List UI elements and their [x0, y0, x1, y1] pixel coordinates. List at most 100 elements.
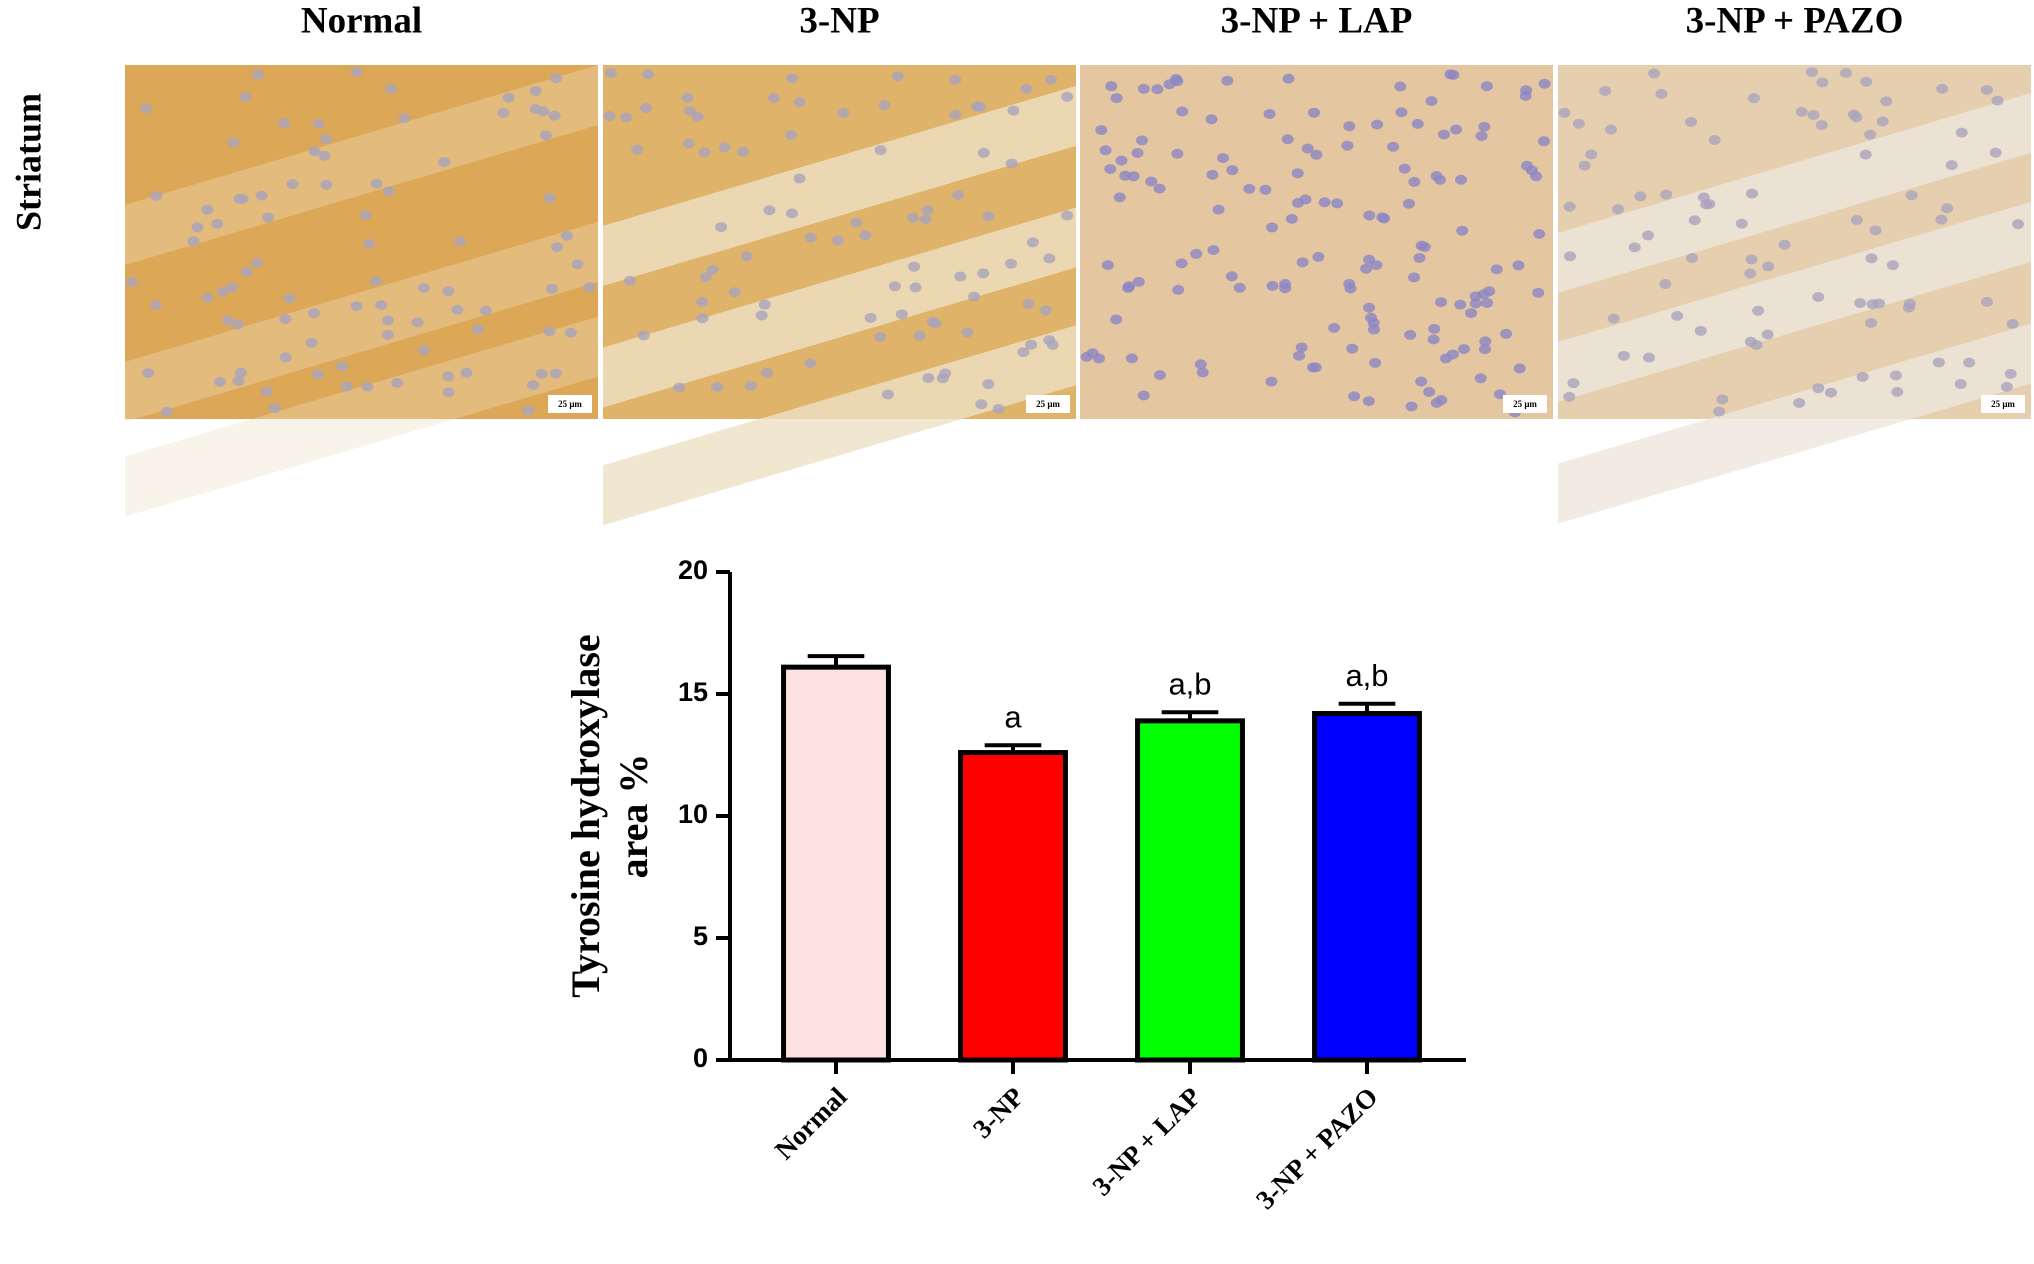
nucleus: [255, 190, 268, 201]
nucleus: [683, 105, 696, 116]
y-tick-label: 0: [693, 1043, 708, 1073]
nucleus: [232, 376, 245, 387]
nucleus: [305, 337, 318, 348]
nucleus: [1815, 120, 1828, 131]
nucleus: [954, 271, 967, 282]
nucleus: [417, 282, 430, 293]
nucleus: [545, 283, 558, 294]
nucleus: [785, 208, 798, 219]
nucleus: [1955, 127, 1968, 138]
nucleus: [320, 179, 333, 190]
nucleus: [1932, 357, 1945, 368]
nucleus: [560, 230, 573, 241]
nucleus: [359, 210, 372, 221]
micrograph: 25 μm: [1080, 65, 1553, 419]
nucleus: [1479, 336, 1492, 347]
nucleus: [1513, 363, 1526, 374]
fiber-bundle: [1558, 92, 2031, 293]
nucleus: [1599, 86, 1612, 97]
nucleus: [804, 358, 817, 369]
nucleus: [239, 92, 252, 103]
nucleus: [718, 142, 731, 153]
nucleus: [1110, 93, 1123, 104]
nucleus: [973, 101, 986, 112]
nucleus: [1205, 114, 1218, 125]
nucleus: [1282, 73, 1295, 84]
nucleus: [1371, 119, 1384, 130]
nucleus: [1299, 194, 1312, 205]
nucleus: [1865, 317, 1878, 328]
nucleus: [1980, 84, 1993, 95]
nucleus: [1360, 263, 1373, 274]
nucleus: [1343, 121, 1356, 132]
nucleus: [1558, 107, 1571, 118]
nucleus: [1478, 344, 1491, 355]
nucleus: [240, 266, 253, 277]
nucleus: [1634, 191, 1647, 202]
nucleus: [728, 287, 741, 298]
nucleus: [977, 268, 990, 279]
y-tick-label: 5: [693, 921, 708, 951]
nucleus: [1285, 213, 1298, 224]
nucleus: [201, 204, 214, 215]
nucleus: [1941, 203, 1954, 214]
nucleus: [1163, 79, 1176, 90]
nucleus: [1752, 305, 1765, 316]
nucleus: [952, 189, 965, 200]
y-tick-label: 15: [678, 677, 708, 707]
nucleus: [1456, 225, 1469, 236]
nucleus: [454, 236, 467, 247]
nucleus: [1310, 149, 1323, 160]
nucleus: [992, 403, 1005, 414]
nucleus: [1113, 192, 1126, 203]
nucleus: [1954, 379, 1967, 390]
y-axis-label: area %: [611, 754, 656, 879]
nucleus: [1628, 242, 1641, 253]
nucleus: [160, 406, 173, 417]
nucleus: [1043, 253, 1056, 264]
nucleus: [1713, 406, 1726, 417]
nucleus: [1137, 83, 1150, 94]
nucleus: [1312, 251, 1325, 262]
nucleus: [1348, 391, 1361, 402]
nucleus: [1408, 272, 1421, 283]
fiber-bundle: [1558, 323, 2031, 524]
nucleus: [1708, 135, 1721, 146]
nucleus: [336, 361, 349, 372]
nucleus: [1989, 147, 2002, 158]
micrograph-bg: [1080, 65, 1553, 419]
nucleus: [1398, 163, 1411, 174]
nucleus: [543, 326, 556, 337]
nucleus: [550, 73, 563, 84]
nucleus: [1493, 389, 1506, 400]
nucleus: [1762, 261, 1775, 272]
nucleus: [631, 144, 644, 155]
nucleus: [1207, 245, 1220, 256]
nucleus: [548, 110, 561, 121]
nucleus: [878, 100, 891, 111]
nucleus: [1413, 252, 1426, 263]
fiber-bundle: [603, 207, 1076, 408]
nucleus: [859, 230, 872, 241]
nucleus: [381, 315, 394, 326]
nucleus: [1259, 184, 1272, 195]
nucleus: [571, 259, 584, 270]
nucleus: [939, 368, 952, 379]
nucleus: [1642, 230, 1655, 241]
nucleus: [982, 379, 995, 390]
nucleus: [227, 137, 240, 148]
nucleus: [1746, 188, 1759, 199]
nucleus: [286, 179, 299, 190]
nucleus: [150, 190, 163, 201]
nucleus: [1655, 88, 1668, 99]
nucleus: [1226, 165, 1239, 176]
nucleus: [226, 282, 239, 293]
nucleus: [1889, 370, 1902, 381]
nucleus: [1435, 297, 1448, 308]
nucleus: [1747, 93, 1760, 104]
nucleus: [755, 310, 768, 321]
nucleus: [1281, 134, 1294, 145]
scale-bar-box: [1503, 395, 1547, 413]
nucleus: [1291, 168, 1304, 179]
nucleus: [2012, 219, 2025, 230]
